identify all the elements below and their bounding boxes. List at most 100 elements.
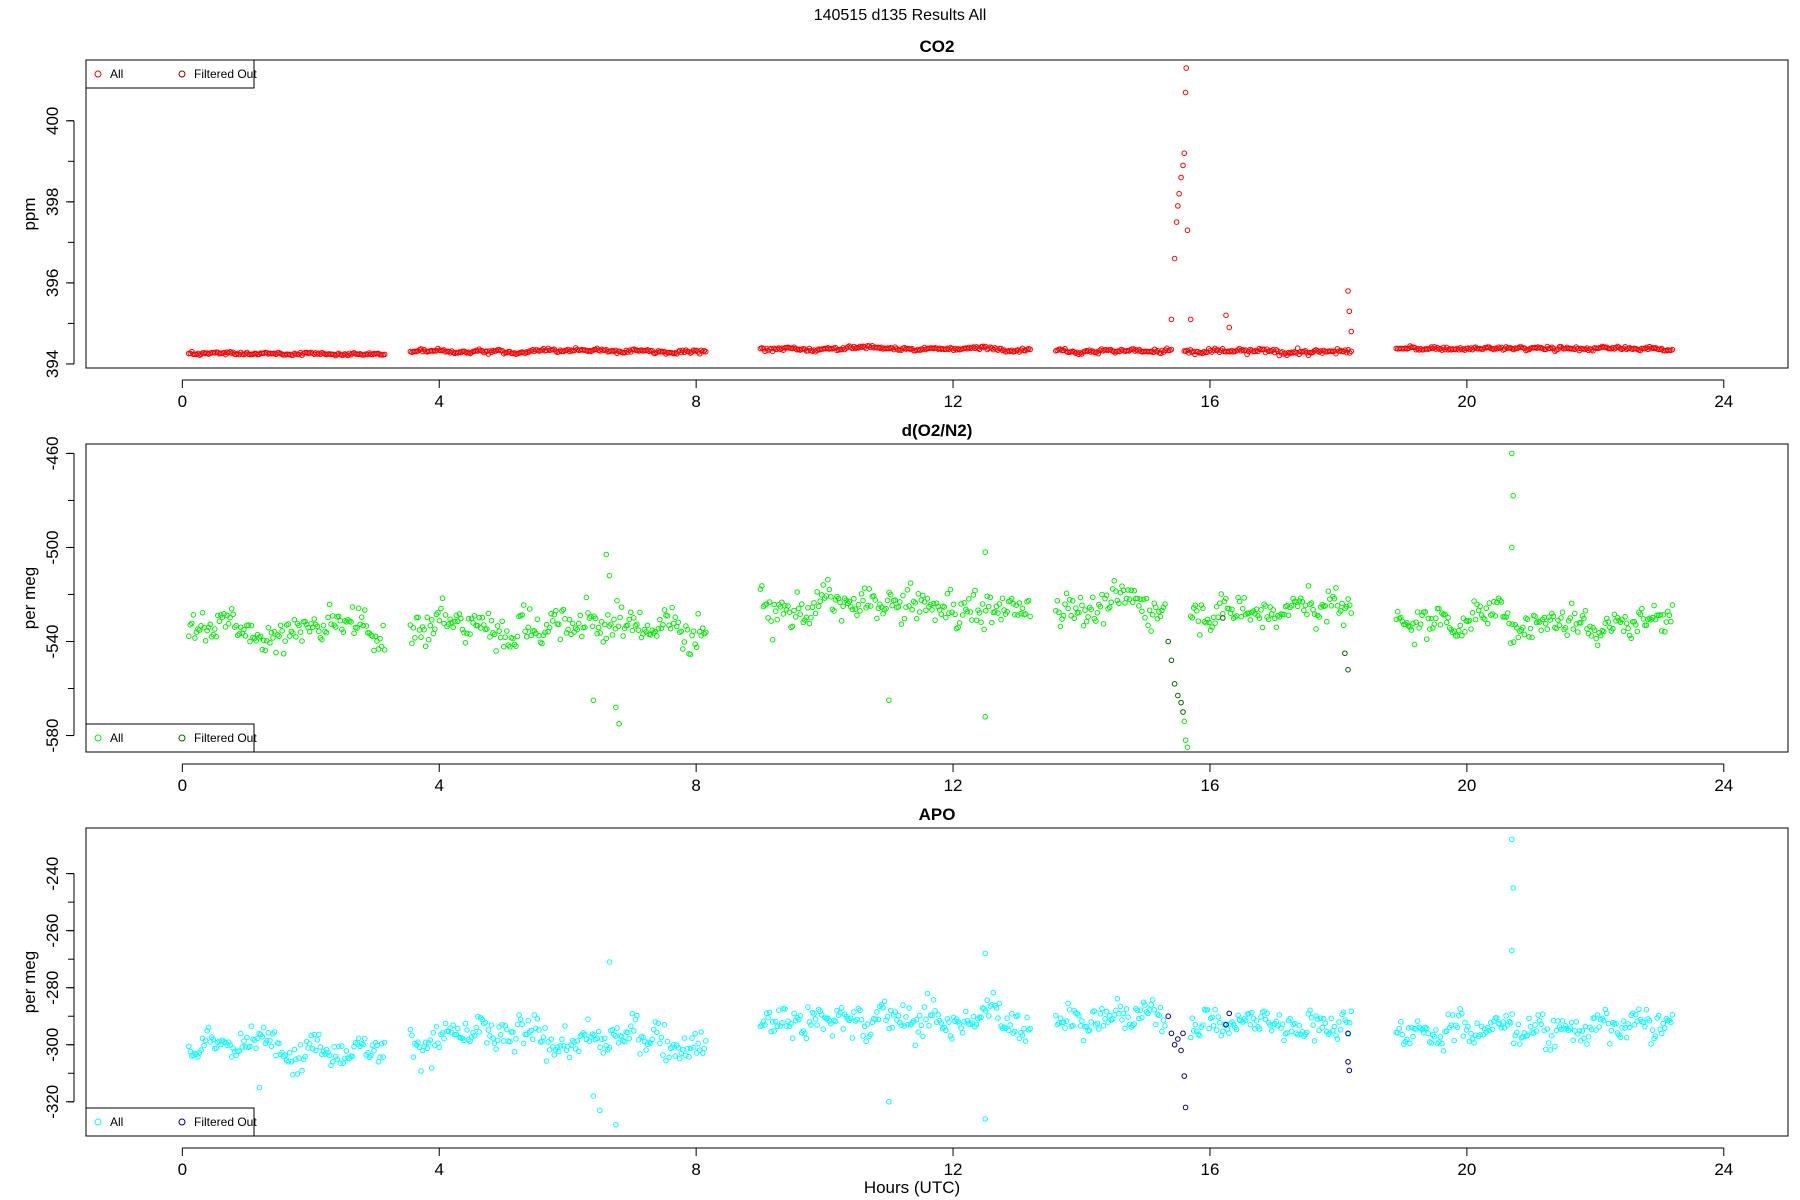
data-point — [513, 1035, 519, 1042]
data-point — [812, 1016, 819, 1022]
data-point — [857, 1007, 863, 1014]
data-point — [672, 614, 678, 621]
data-point — [1284, 1030, 1290, 1036]
data-point — [1581, 1035, 1587, 1041]
data-point — [947, 586, 954, 593]
data-point — [892, 597, 899, 603]
data-point — [989, 619, 995, 626]
data-point — [831, 608, 837, 614]
data-point — [1562, 625, 1569, 631]
data-point — [1114, 597, 1121, 604]
data-point — [1190, 1028, 1197, 1034]
data-point — [996, 601, 1003, 607]
data-point — [537, 639, 544, 646]
plot-frame — [85, 59, 1789, 369]
data-point — [1137, 596, 1144, 603]
data-point — [1213, 603, 1220, 610]
data-point — [227, 1042, 233, 1048]
data-point — [615, 623, 622, 630]
data-point — [572, 625, 579, 631]
data-point — [959, 1030, 966, 1036]
data-point — [808, 1022, 814, 1028]
data-point — [861, 585, 868, 591]
data-point — [1628, 635, 1634, 642]
data-point — [993, 1005, 1000, 1011]
data-point — [1096, 1026, 1102, 1032]
data-point — [1271, 349, 1278, 356]
data-point — [821, 1014, 828, 1021]
data-point — [1507, 640, 1514, 646]
data-point — [248, 1023, 255, 1029]
data-point — [1088, 1019, 1094, 1025]
data-point — [257, 633, 264, 640]
data-point — [629, 1010, 636, 1017]
data-point — [1279, 1021, 1286, 1028]
data-point — [1538, 1021, 1544, 1027]
data-point — [1428, 1040, 1435, 1046]
data-point — [1510, 885, 1516, 891]
data-point — [228, 605, 235, 612]
data-point — [198, 1047, 204, 1054]
filtered-point — [1346, 1067, 1353, 1074]
data-point — [683, 347, 689, 353]
filtered-point — [1345, 666, 1351, 673]
data-point — [597, 1107, 603, 1114]
data-point — [1559, 609, 1566, 615]
data-point — [1339, 600, 1345, 607]
data-point — [352, 1039, 359, 1046]
data-point — [1614, 614, 1621, 621]
data-point — [930, 997, 937, 1003]
data-point — [294, 1071, 301, 1077]
data-point — [465, 615, 472, 622]
data-point — [921, 1004, 928, 1010]
data-point — [1404, 619, 1410, 626]
data-point — [1440, 1047, 1447, 1054]
data-point — [1584, 626, 1590, 632]
data-point — [244, 1034, 250, 1041]
data-point — [409, 640, 415, 647]
y-tick-label: -260 — [43, 914, 62, 948]
data-point — [1459, 632, 1465, 639]
data-point — [944, 1015, 951, 1022]
data-point — [520, 602, 527, 608]
data-point — [1488, 1019, 1494, 1026]
data-point — [1184, 744, 1191, 751]
data-point — [349, 604, 356, 610]
data-point — [1131, 587, 1138, 594]
data-point — [595, 1028, 602, 1035]
data-point — [858, 591, 865, 597]
data-point — [884, 1013, 891, 1020]
data-point — [1241, 595, 1248, 601]
data-point — [425, 636, 432, 643]
data-point — [946, 1019, 952, 1025]
data-point — [1611, 611, 1618, 618]
data-point — [1194, 607, 1200, 614]
data-point — [306, 628, 313, 635]
data-point — [1122, 1025, 1128, 1032]
data-point — [631, 1027, 637, 1034]
data-point — [1620, 1018, 1627, 1024]
data-point — [1314, 1016, 1321, 1022]
data-point — [551, 1052, 558, 1058]
data-point — [695, 610, 701, 617]
data-point — [786, 609, 793, 615]
legend-filtered-label: Filtered Out — [194, 1115, 257, 1129]
data-point — [1316, 1027, 1322, 1034]
data-point — [1658, 1030, 1665, 1037]
data-point — [1328, 1015, 1335, 1022]
data-point — [185, 633, 192, 640]
data-point — [1239, 1019, 1246, 1025]
data-point — [375, 1058, 382, 1065]
data-point — [585, 1016, 591, 1023]
data-point — [943, 614, 949, 621]
data-point — [418, 634, 424, 641]
data-point — [503, 628, 510, 634]
data-point — [290, 630, 296, 636]
data-point — [606, 1044, 613, 1051]
data-point — [1437, 622, 1444, 628]
legend-all-marker — [94, 70, 102, 78]
filtered-point — [1168, 1030, 1175, 1037]
data-point — [378, 1040, 385, 1047]
data-point — [542, 1025, 548, 1031]
data-point — [780, 611, 787, 617]
